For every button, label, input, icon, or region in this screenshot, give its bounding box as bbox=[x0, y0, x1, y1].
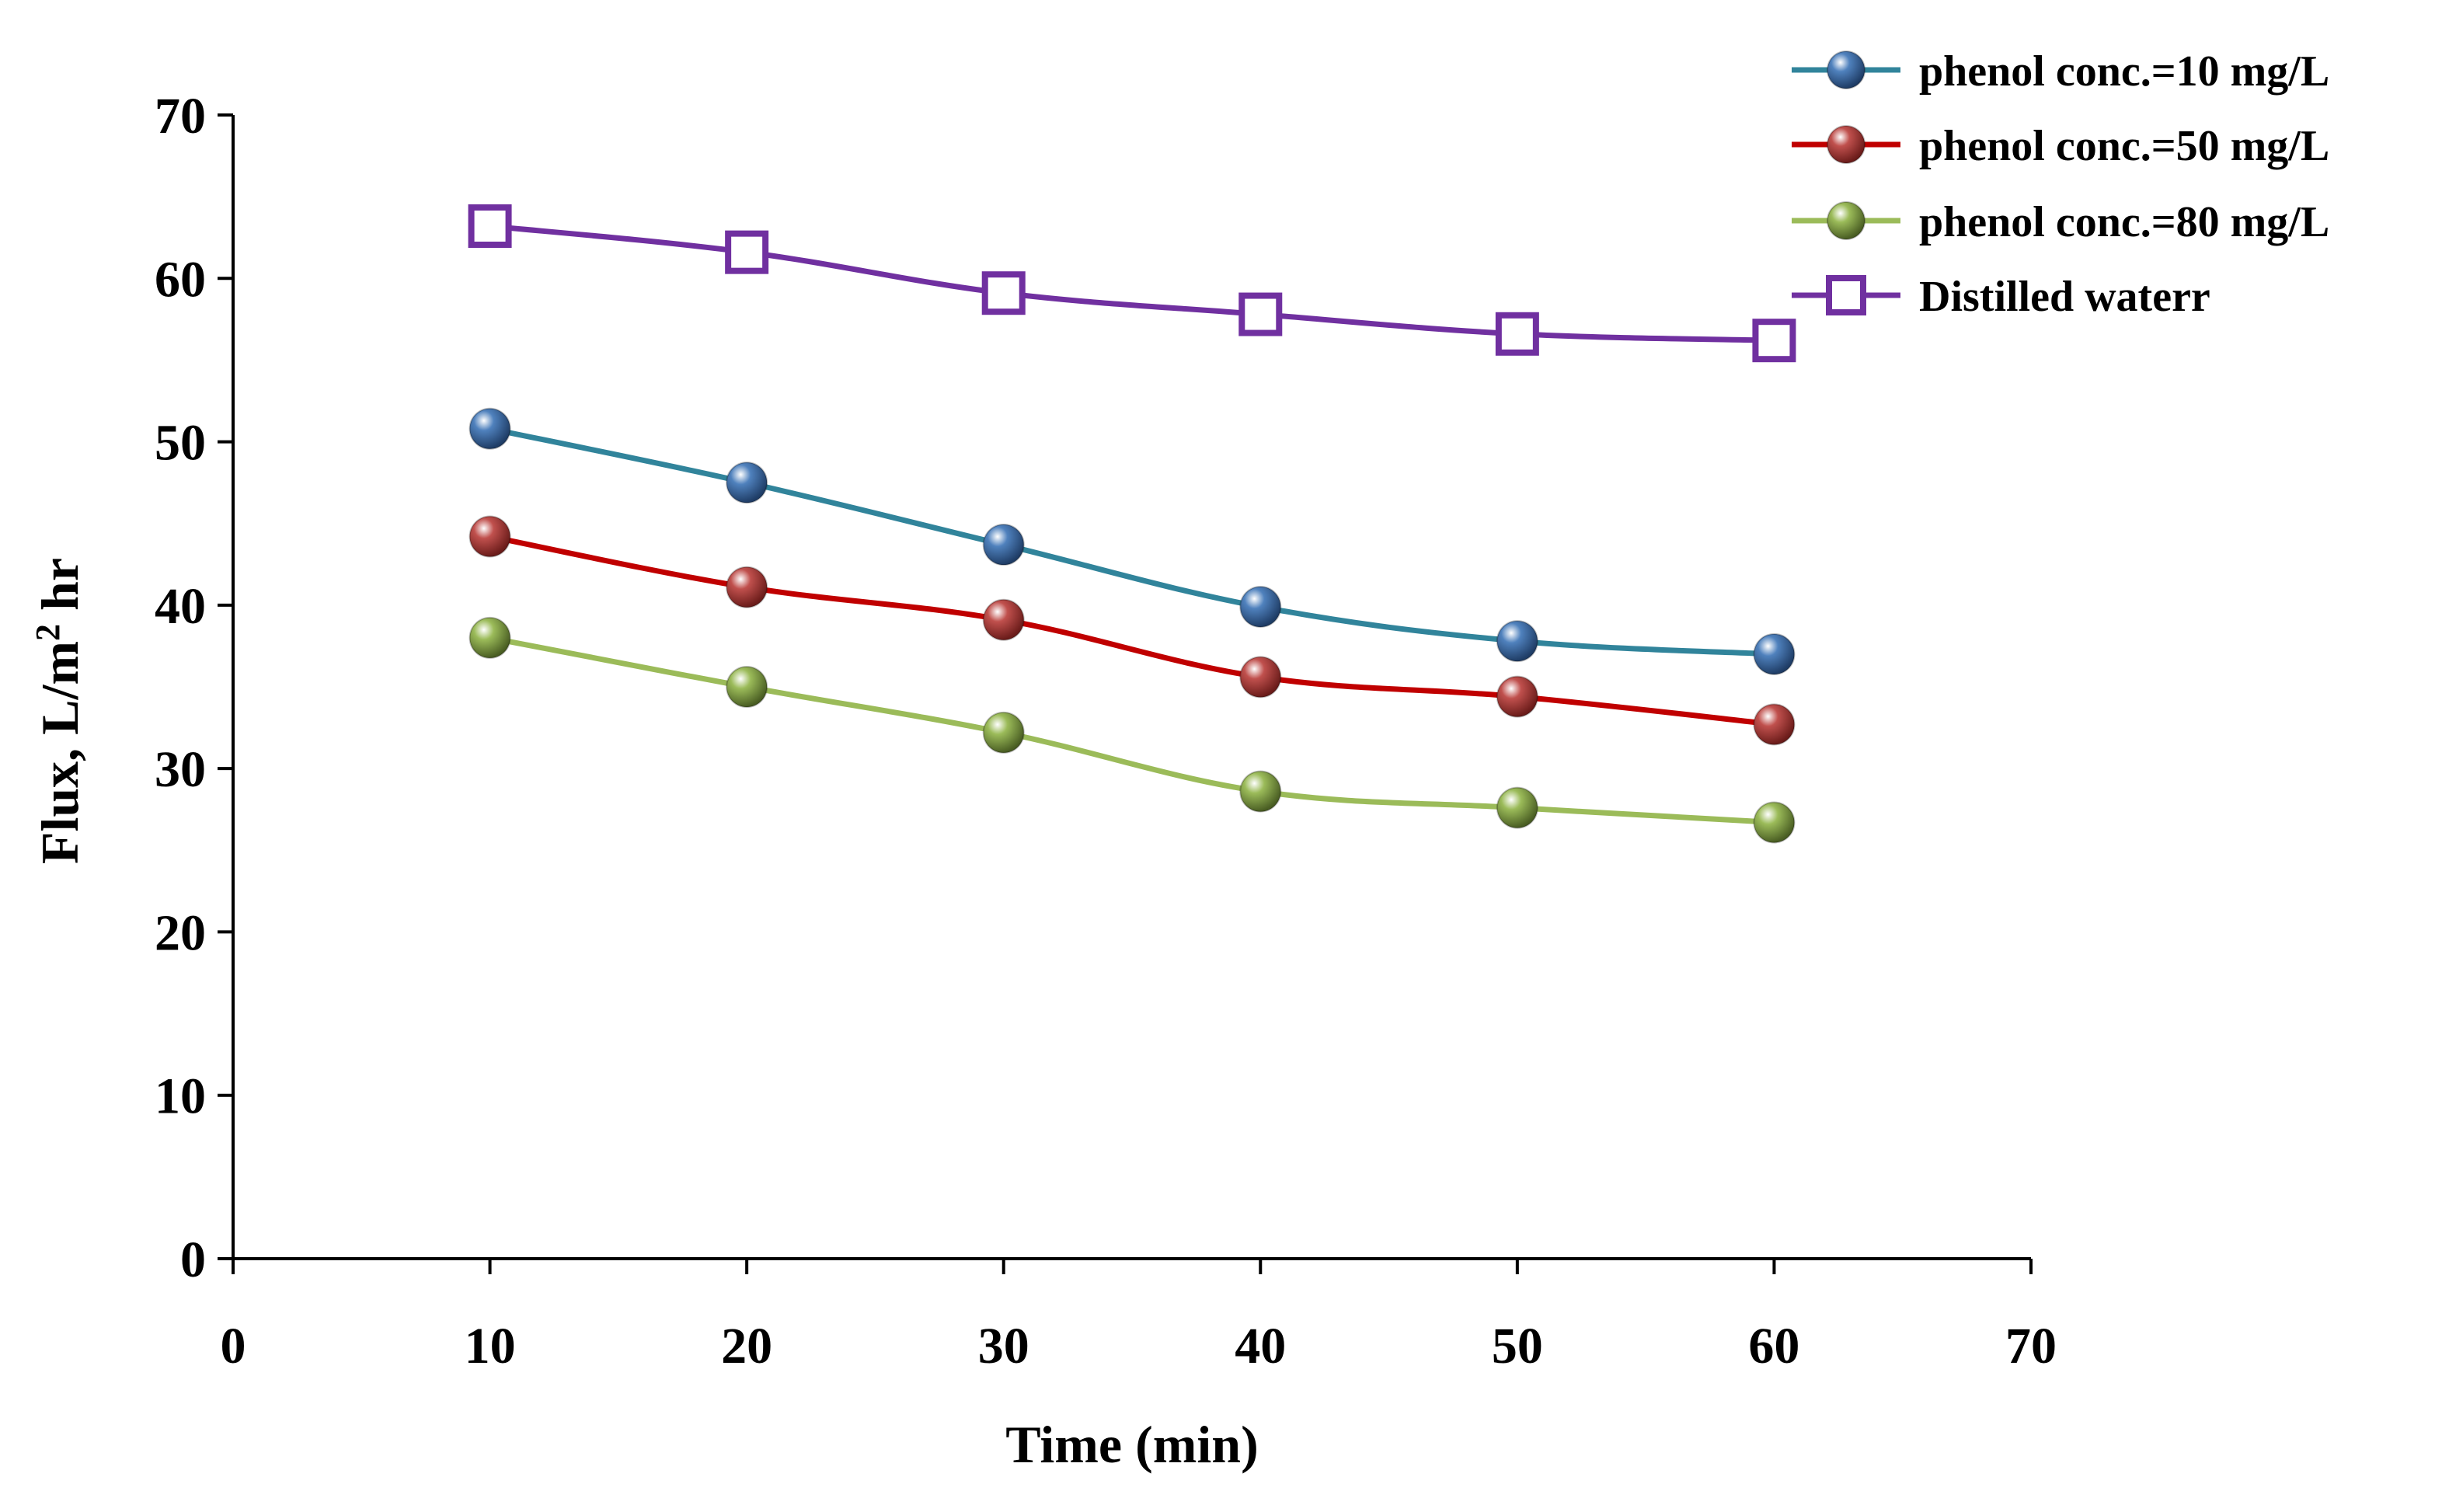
series-line bbox=[487, 223, 1777, 343]
y-axis-ticks: 0 10 20 30 40 50 60 70 bbox=[155, 88, 233, 1288]
legend-item: phenol conc.=10 mg/L bbox=[1792, 47, 2329, 96]
data-point bbox=[468, 204, 512, 248]
data-point bbox=[1753, 703, 1796, 746]
x-tick-label: 60 bbox=[1748, 1318, 1799, 1374]
x-tick-label: 70 bbox=[2005, 1318, 2057, 1374]
data-point bbox=[726, 462, 768, 504]
series-line bbox=[487, 426, 1777, 657]
y-axis-title-end: hr bbox=[30, 558, 89, 624]
data-point bbox=[1753, 801, 1796, 844]
x-tick-label: 10 bbox=[465, 1318, 516, 1374]
x-axis-title: Time (min) bbox=[1005, 1415, 1259, 1474]
legend: phenol conc.=10 mg/L phenol conc.=50 mg/L… bbox=[1792, 47, 2329, 321]
y-tick-label: 10 bbox=[155, 1068, 206, 1125]
legend-item: phenol conc.=50 mg/L bbox=[1792, 122, 2329, 170]
data-point bbox=[981, 271, 1026, 315]
x-tick-label: 50 bbox=[1492, 1318, 1543, 1374]
legend-label: Distilled waterr bbox=[1919, 273, 2210, 321]
x-tick-label: 40 bbox=[1235, 1318, 1286, 1374]
legend-marker bbox=[1827, 51, 1865, 89]
data-point bbox=[1238, 292, 1283, 336]
x-tick-label: 20 bbox=[721, 1318, 772, 1374]
data-point bbox=[1496, 786, 1538, 829]
y-tick-label: 70 bbox=[155, 88, 206, 145]
y-axis-title-main: Flux, L/m bbox=[30, 641, 89, 864]
data-point bbox=[1239, 585, 1282, 628]
axes bbox=[232, 115, 2031, 1260]
data-point bbox=[469, 515, 511, 558]
data-point bbox=[1753, 632, 1796, 675]
data-point bbox=[726, 666, 768, 708]
series-3 bbox=[469, 616, 1796, 844]
series-line bbox=[487, 534, 1777, 727]
series-1 bbox=[469, 407, 1796, 675]
legend-marker bbox=[1826, 275, 1866, 315]
data-point bbox=[1239, 770, 1282, 813]
data-point bbox=[469, 616, 511, 659]
data-point bbox=[982, 598, 1025, 641]
data-point bbox=[469, 407, 511, 450]
data-point bbox=[1752, 319, 1796, 363]
y-tick-label: 20 bbox=[155, 904, 206, 961]
legend-label: phenol conc.=80 mg/L bbox=[1919, 198, 2329, 246]
x-axis-ticks: 0 10 20 30 40 50 60 70 bbox=[221, 1259, 2057, 1374]
x-tick-label: 30 bbox=[978, 1318, 1029, 1374]
y-tick-label: 50 bbox=[155, 415, 206, 472]
data-point bbox=[1496, 675, 1538, 718]
series-4 bbox=[468, 204, 1796, 363]
legend-item: Distilled waterr bbox=[1792, 273, 2210, 321]
y-tick-label: 40 bbox=[155, 578, 206, 635]
data-point bbox=[1495, 312, 1539, 356]
plot-series bbox=[468, 204, 1796, 844]
data-point bbox=[1239, 656, 1282, 699]
data-point bbox=[726, 566, 768, 608]
legend-marker bbox=[1827, 201, 1865, 240]
series-2 bbox=[469, 515, 1796, 746]
y-tick-label: 60 bbox=[155, 251, 206, 308]
legend-marker bbox=[1827, 125, 1865, 164]
y-axis-title: Flux, L/m2 hr bbox=[29, 558, 90, 864]
data-point bbox=[982, 524, 1025, 566]
x-tick-label: 0 bbox=[221, 1318, 246, 1374]
data-point bbox=[1496, 620, 1538, 663]
legend-label: phenol conc.=10 mg/L bbox=[1919, 47, 2329, 96]
data-point bbox=[982, 711, 1025, 754]
y-tick-label: 0 bbox=[180, 1232, 206, 1288]
legend-item: phenol conc.=80 mg/L bbox=[1792, 198, 2329, 246]
legend-label: phenol conc.=50 mg/L bbox=[1919, 122, 2329, 170]
data-point bbox=[725, 230, 769, 274]
series-line bbox=[487, 635, 1777, 826]
y-tick-label: 30 bbox=[155, 741, 206, 798]
y-axis-title-sup: 2 bbox=[29, 624, 67, 641]
